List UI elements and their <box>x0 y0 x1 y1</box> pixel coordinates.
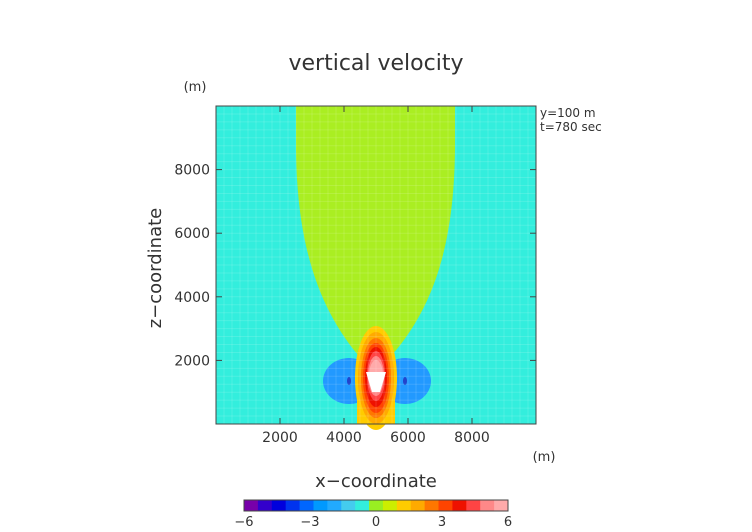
colorbar-swatch <box>257 500 273 511</box>
colorbar-swatch <box>424 500 440 511</box>
y-tick-label: 4000 <box>174 290 210 306</box>
colorbar-swatch <box>327 500 342 511</box>
colorbar-swatch <box>466 500 481 511</box>
colorbar-swatch <box>452 500 467 511</box>
annotation-t: t=780 sec <box>540 120 602 134</box>
colorbar-swatch <box>271 500 287 511</box>
updraft-core <box>366 372 386 392</box>
y-tick-label: 6000 <box>174 226 210 242</box>
plot-frame <box>215 105 537 425</box>
x-unit-label: (m) <box>533 450 556 465</box>
updraft-plume-region <box>296 106 455 424</box>
plot-grid <box>216 106 536 424</box>
colorbar-swatch <box>341 500 356 511</box>
colorbar-tick-label: 0 <box>372 515 380 530</box>
axis-ticks <box>216 106 536 424</box>
colorbar-swatch <box>396 500 412 511</box>
colorbar-swatch <box>494 500 509 511</box>
downdraft-right-core <box>403 377 407 385</box>
colorbar-swatch <box>382 500 398 511</box>
y-axis-label: z−coordinate <box>145 208 166 329</box>
x-tick-label: 2000 <box>262 430 298 446</box>
x-axis-label: x−coordinate <box>315 471 437 492</box>
colorbar-swatch <box>438 500 453 511</box>
x-tick-labels: 2000 4000 6000 8000 <box>262 430 490 446</box>
x-tick-label: 6000 <box>390 430 426 446</box>
y-tick-label: 8000 <box>174 163 210 179</box>
colorbar-swatch <box>244 500 259 511</box>
colorbar-swatch <box>299 500 314 511</box>
y-tick-label: 2000 <box>174 353 210 369</box>
colorbar-tick-label: 6 <box>504 515 512 530</box>
x-tick-label: 4000 <box>326 430 362 446</box>
annotation-y: y=100 m <box>540 106 596 120</box>
colorbar-tick-label: −3 <box>300 515 319 530</box>
thermal-bubble <box>323 326 431 430</box>
plot-field <box>215 105 537 430</box>
colorbar-tick-label: 3 <box>438 515 446 530</box>
colorbar-swatch <box>480 500 495 511</box>
colorbar-swatch <box>313 500 328 511</box>
chart-title: vertical velocity <box>288 51 463 76</box>
y-unit-label: (m) <box>184 80 207 95</box>
colorbar-tick-label: −6 <box>234 515 253 530</box>
downdraft-left-core <box>347 377 351 385</box>
colorbar-swatch <box>410 500 426 511</box>
colorbar-swatch <box>285 500 301 511</box>
colorbar-swatch <box>355 500 370 511</box>
x-tick-label: 8000 <box>454 430 490 446</box>
colorbar-frame <box>243 499 509 512</box>
y-tick-labels: 2000 4000 6000 8000 <box>174 163 210 370</box>
colorbar <box>243 499 509 512</box>
colorbar-swatch <box>369 500 384 511</box>
colorbar-labels: −6 −3 0 3 6 <box>234 515 512 530</box>
